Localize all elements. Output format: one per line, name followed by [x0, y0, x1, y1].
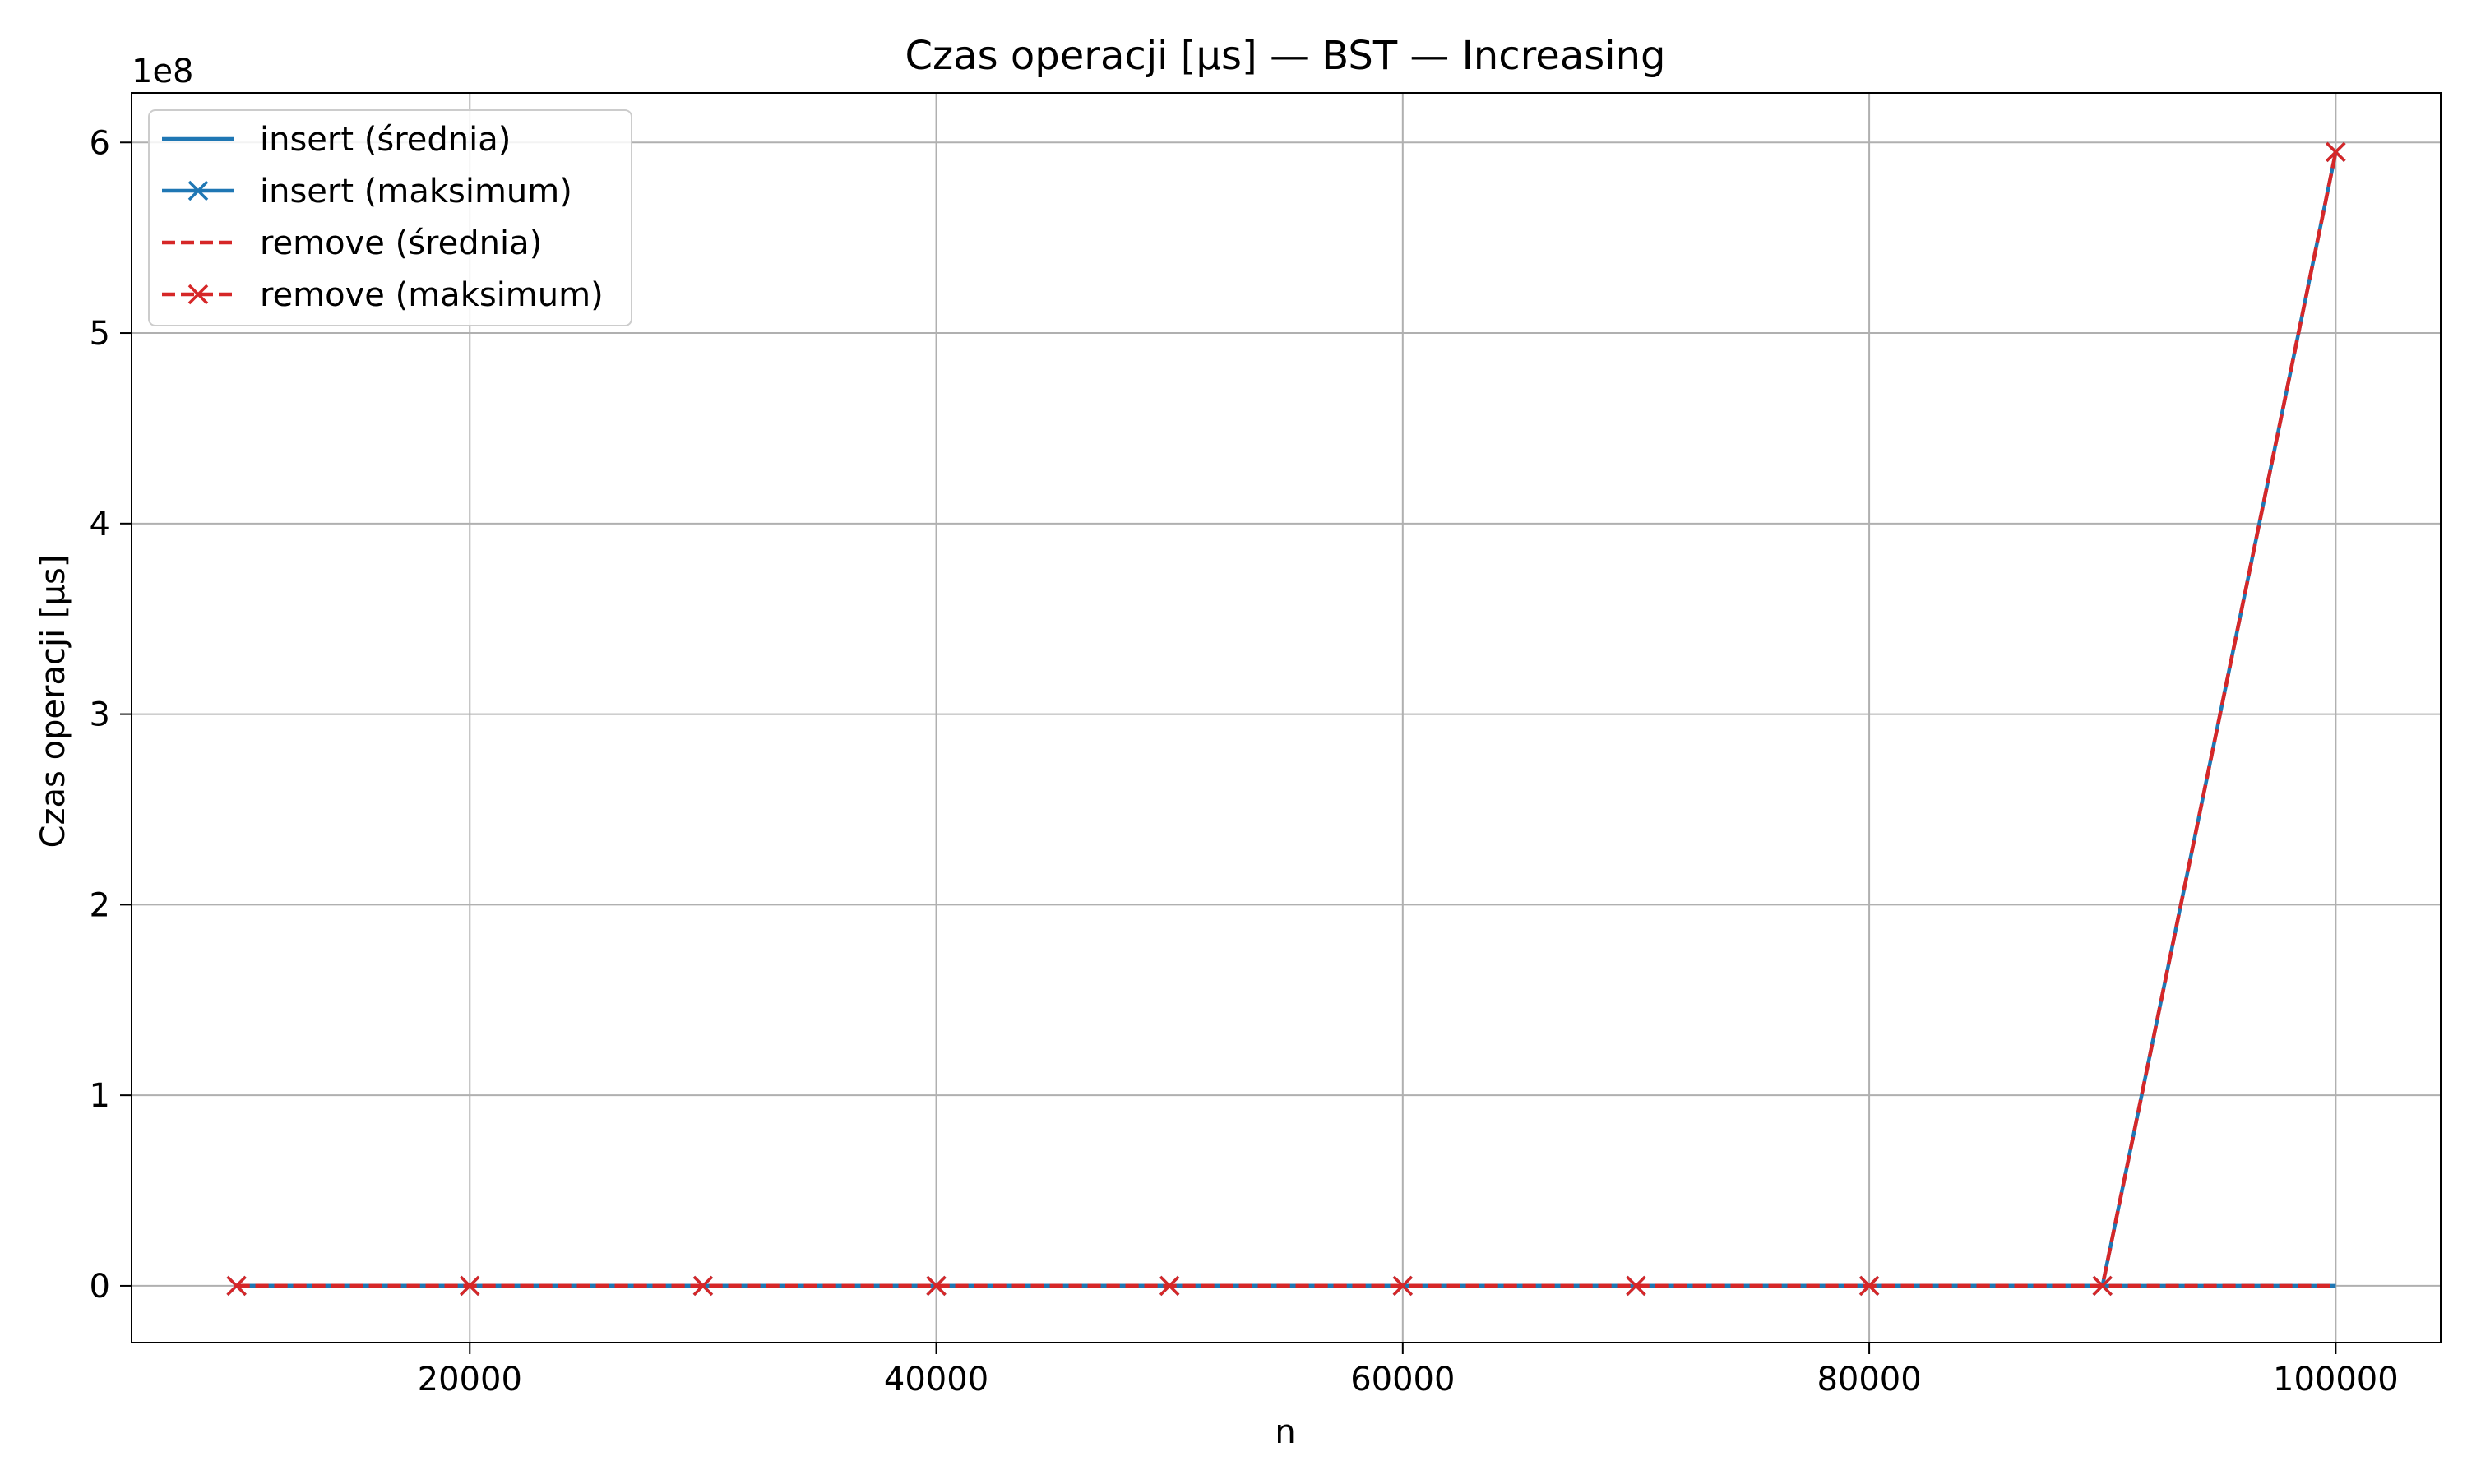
data-point [692, 1275, 714, 1297]
legend: insert (średnia) insert (maksimum) remove … [148, 109, 632, 326]
data-point [2092, 1275, 2113, 1297]
y-offset-text: 1e8 [132, 53, 194, 90]
y-tick-label: 3 [90, 696, 110, 734]
x-tick-label: 80000 [1817, 1361, 1921, 1398]
data-point [1159, 1275, 1180, 1297]
legend-label: remove (średnia) [260, 224, 542, 262]
legend-label: remove (maksimum) [260, 276, 604, 314]
y-tick-label: 4 [90, 506, 110, 543]
series-3 [226, 141, 2346, 1297]
legend-item: insert (średnia) [162, 121, 511, 159]
y-tick-label: 6 [90, 124, 110, 162]
legend-item: insert (maksimum) [162, 173, 572, 210]
series-layer [226, 141, 2346, 1297]
x-tick-label: 20000 [418, 1361, 522, 1398]
y-tick-label: 2 [90, 886, 110, 924]
data-point [226, 1275, 247, 1297]
y-tick-label: 1 [90, 1077, 110, 1115]
series-line [236, 151, 2338, 1288]
legend-marker [187, 284, 209, 305]
plot-frame [131, 92, 2442, 1343]
data-point [2326, 141, 2346, 163]
x-tick-label: 60000 [1350, 1361, 1455, 1398]
data-point [1626, 1275, 1646, 1297]
data-point [926, 1275, 947, 1297]
legend-marker [187, 180, 209, 201]
legend-label: insert (średnia) [260, 121, 511, 159]
data-point [1858, 1275, 1880, 1297]
legend-item: remove (maksimum) [162, 276, 604, 314]
x-axis-label: n [1275, 1413, 1295, 1451]
y-axis-label: Czas operacji [µs] [35, 555, 72, 848]
y-tick-label: 5 [90, 315, 110, 353]
data-point [1392, 1275, 1414, 1297]
legend-item: remove (średnia) [162, 224, 542, 262]
legend-box [148, 109, 632, 326]
ticks: 20000 40000 60000 80000 100000 0 1 2 3 4 5 6 [90, 124, 2399, 1398]
chart-title: Czas operacji [µs] — BST — Increasing [905, 33, 1666, 79]
legend-label: insert (maksimum) [260, 173, 572, 210]
x-tick-label: 40000 [884, 1361, 988, 1398]
y-tick-label: 0 [90, 1268, 110, 1306]
data-point [460, 1275, 480, 1297]
grid [132, 93, 2441, 1343]
x-tick-label: 100000 [2273, 1361, 2399, 1398]
